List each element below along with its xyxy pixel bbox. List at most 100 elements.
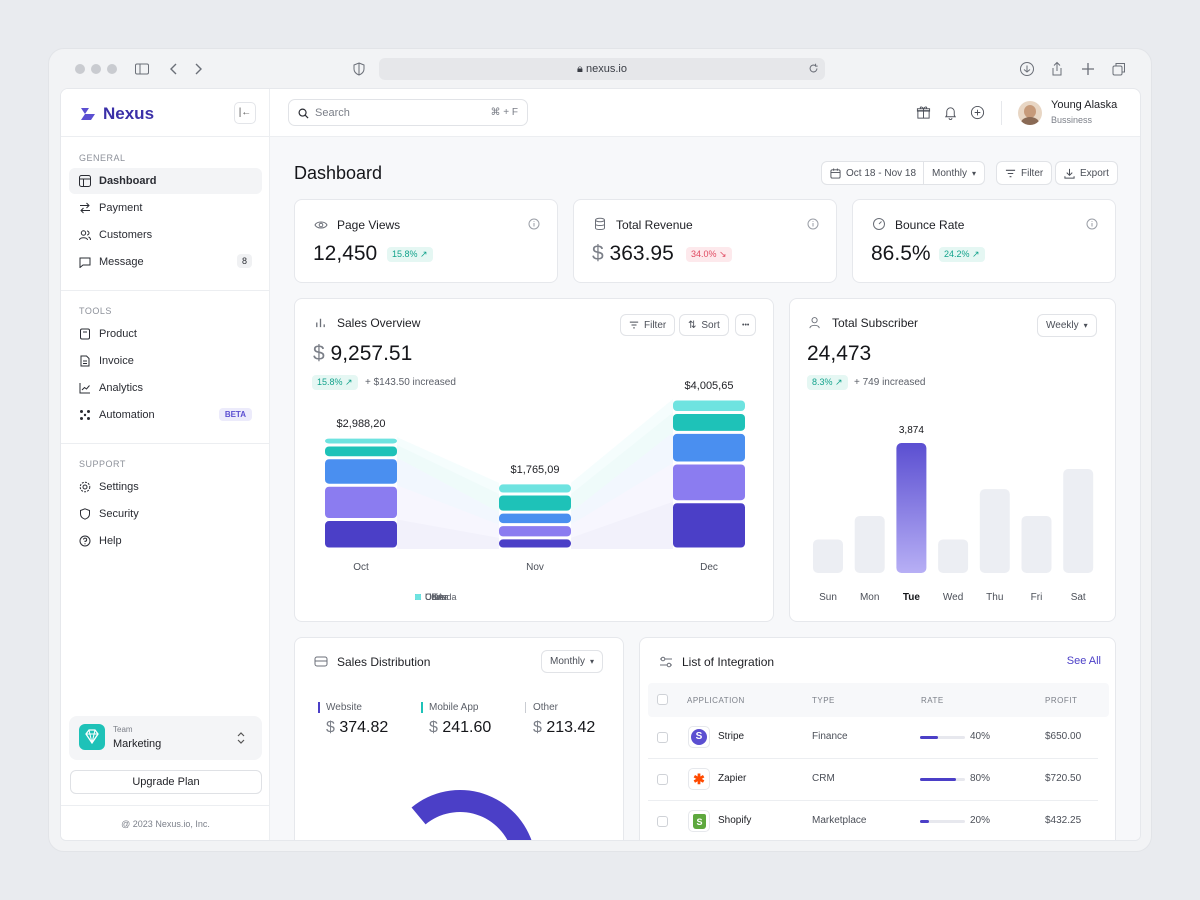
info-icon[interactable] <box>528 218 540 230</box>
sidebar-item-dashboard[interactable]: Dashboard <box>69 168 262 194</box>
avatar[interactable] <box>1018 101 1042 125</box>
rate-bar <box>920 778 965 781</box>
forward-icon[interactable] <box>190 61 206 77</box>
trend-value: 15.8% <box>317 377 343 387</box>
bar-sat[interactable] <box>1063 468 1094 573</box>
trend-value: 8.3% <box>812 377 833 387</box>
table-row[interactable]: S Shopify Marketplace 20% $432.25 <box>648 801 1098 840</box>
divider <box>61 443 270 444</box>
bar-sun[interactable] <box>813 539 843 573</box>
bar-segment-ue[interactable] <box>673 464 745 501</box>
sidebar-item-security[interactable]: Security <box>69 501 262 527</box>
donut-slice-website[interactable] <box>411 790 534 841</box>
filter-label: Filter <box>1021 167 1044 179</box>
card-title: List of Integration <box>682 655 775 669</box>
bar-segment-canada[interactable] <box>325 446 397 457</box>
distribution-label: Website <box>326 702 362 713</box>
bar-segment-canada[interactable] <box>499 495 571 511</box>
window-dot[interactable] <box>75 64 85 74</box>
back-icon[interactable] <box>166 61 182 77</box>
flow-ribbon <box>397 457 499 525</box>
row-checkbox[interactable] <box>657 816 668 827</box>
distribution-value: 374.82 <box>339 719 389 736</box>
select-all-checkbox[interactable] <box>657 694 668 705</box>
bar-segment-china[interactable] <box>499 539 571 548</box>
bar-segment-other[interactable] <box>325 438 397 444</box>
zapier-icon: ✱ <box>688 768 710 790</box>
bell-icon[interactable] <box>943 105 958 120</box>
bar-segment-ue[interactable] <box>325 486 397 519</box>
sidebar-item-analytics[interactable]: Analytics <box>69 375 262 401</box>
search-input[interactable]: Search ⌘ + F <box>288 99 528 126</box>
brand-logo[interactable]: Nexus <box>79 103 154 125</box>
sidebar-item-settings[interactable]: Settings <box>69 474 262 500</box>
team-switcher[interactable]: Team Marketing <box>69 716 262 760</box>
bar-segment-ue[interactable] <box>499 526 571 537</box>
sidebar-toggle-icon[interactable] <box>134 61 150 77</box>
bar-segment-usa[interactable] <box>499 513 571 524</box>
bar-segment-china[interactable] <box>325 521 397 548</box>
tabs-overview-icon[interactable] <box>1111 61 1127 77</box>
row-checkbox[interactable] <box>657 774 668 785</box>
bar-segment-other[interactable] <box>673 400 745 412</box>
app-type: Marketplace <box>812 815 867 826</box>
increase-text: + 749 increased <box>854 377 926 388</box>
filter-button[interactable]: Filter <box>620 314 676 336</box>
filter-button[interactable]: Filter <box>996 161 1053 185</box>
period-select[interactable]: Monthly ▾ <box>923 161 986 185</box>
download-icon[interactable] <box>1019 61 1035 77</box>
reload-icon[interactable] <box>808 63 819 74</box>
window-dot[interactable] <box>91 64 101 74</box>
bar-segment-usa[interactable] <box>673 433 745 462</box>
info-icon[interactable] <box>807 218 819 230</box>
collapse-sidebar-button[interactable]: |← <box>234 102 256 124</box>
more-options-button[interactable]: ••• <box>735 314 757 336</box>
bar-wed[interactable] <box>938 539 969 573</box>
info-icon[interactable] <box>1086 218 1098 230</box>
address-bar[interactable]: 🔒︎ nexus.io <box>379 58 825 80</box>
table-row[interactable]: ✱ Zapier CRM 80% $720.50 <box>648 759 1098 801</box>
row-checkbox[interactable] <box>657 732 668 743</box>
sidebar-item-automation[interactable]: Automation BETA <box>69 402 262 428</box>
copyright: @ 2023 Nexus.io, Inc. <box>121 819 210 829</box>
sidebar-item-help[interactable]: Help <box>69 528 262 554</box>
shield-icon[interactable] <box>351 61 367 77</box>
bar-segment-china[interactable] <box>673 503 745 548</box>
gift-icon[interactable] <box>916 105 931 120</box>
sidebar-item-customers[interactable]: Customers <box>69 222 262 248</box>
flow-ribbon <box>397 485 499 538</box>
add-circle-icon[interactable] <box>970 105 985 120</box>
bar-mon[interactable] <box>854 515 885 573</box>
window-dot[interactable] <box>107 64 117 74</box>
table-row[interactable]: S Stripe Finance 40% $650.00 <box>648 717 1098 759</box>
export-button[interactable]: Export <box>1055 161 1118 185</box>
date-range-button[interactable]: Oct 18 - Nov 18 <box>821 161 926 185</box>
card-title: Sales Distribution <box>337 655 431 669</box>
sidebar-item-label: Automation <box>99 409 155 421</box>
share-icon[interactable] <box>1049 61 1065 77</box>
sidebar-item-invoice[interactable]: Invoice <box>69 348 262 374</box>
sidebar-item-message[interactable]: Message 8 <box>69 249 262 275</box>
x-tick-label: Dec <box>700 562 718 573</box>
bar-segment-canada[interactable] <box>673 414 745 431</box>
upgrade-plan-button[interactable]: Upgrade Plan <box>70 770 262 794</box>
x-tick-label: Thu <box>986 592 1003 603</box>
bar-segment-other[interactable] <box>499 484 571 493</box>
see-all-link[interactable]: See All <box>1066 655 1101 667</box>
legend-label: Other <box>425 592 448 602</box>
bar-fri[interactable] <box>1021 515 1052 573</box>
sidebar-item-product[interactable]: Product <box>69 321 262 347</box>
bar-segment-usa[interactable] <box>325 459 397 484</box>
period-select[interactable]: Weekly ▾ <box>1037 314 1097 337</box>
bar-thu[interactable] <box>979 489 1010 573</box>
period-select[interactable]: Monthly ▾ <box>541 650 604 673</box>
stripe-icon: S <box>688 726 710 748</box>
currency-symbol: $ <box>592 242 604 265</box>
column-header: APPLICATION <box>687 696 745 705</box>
sidebar-item-payment[interactable]: Payment <box>69 195 262 221</box>
sort-button[interactable]: ⇅ Sort <box>679 314 729 336</box>
bar-tue[interactable] <box>896 443 927 573</box>
eye-icon <box>314 221 328 229</box>
page-title: Dashboard <box>294 163 383 183</box>
new-tab-icon[interactable] <box>1080 61 1096 77</box>
